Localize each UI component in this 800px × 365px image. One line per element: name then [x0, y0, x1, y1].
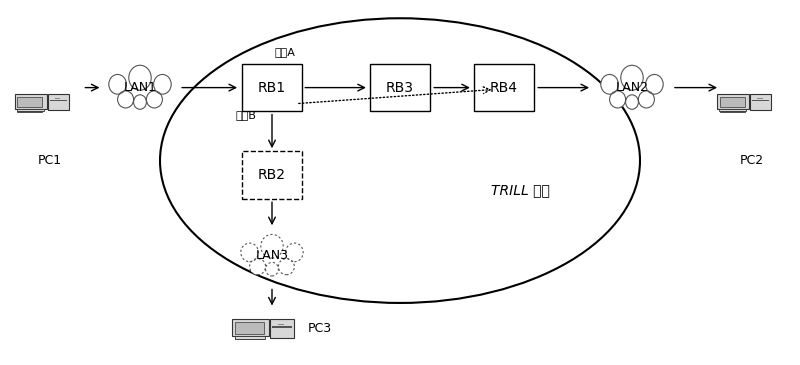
Bar [719, 97, 745, 107]
Text: RB1: RB1 [258, 81, 286, 95]
Bar [719, 109, 746, 111]
Bar [15, 94, 46, 109]
Bar [17, 111, 42, 112]
Bar [242, 64, 302, 111]
Bar [48, 94, 69, 110]
Ellipse shape [118, 91, 134, 108]
Text: RB3: RB3 [386, 81, 414, 95]
Text: RB4: RB4 [490, 81, 518, 95]
Ellipse shape [266, 262, 278, 276]
Ellipse shape [261, 234, 283, 258]
Bar [242, 151, 302, 199]
Bar [474, 64, 534, 111]
Text: 端口B: 端口B [236, 110, 257, 120]
Bar [278, 324, 284, 325]
Text: 端口A: 端口A [274, 47, 295, 57]
Ellipse shape [250, 258, 266, 275]
Ellipse shape [621, 65, 643, 90]
Bar [750, 94, 771, 110]
Ellipse shape [278, 258, 294, 275]
Text: LAN1: LAN1 [123, 81, 157, 94]
Text: RB2: RB2 [258, 168, 286, 182]
Ellipse shape [601, 74, 618, 94]
Bar [50, 100, 66, 101]
Ellipse shape [638, 91, 654, 108]
Ellipse shape [146, 91, 162, 108]
Text: TRILL 网络: TRILL 网络 [490, 183, 550, 197]
Bar [242, 336, 257, 338]
Ellipse shape [129, 65, 151, 90]
Bar [17, 109, 44, 111]
Bar [242, 64, 302, 111]
Text: PC1: PC1 [38, 154, 62, 167]
Bar [370, 64, 430, 111]
Ellipse shape [109, 74, 126, 94]
Bar [55, 98, 60, 99]
Bar [23, 109, 36, 111]
Ellipse shape [610, 91, 626, 108]
Bar [242, 151, 302, 199]
Bar [235, 322, 264, 334]
Bar [752, 100, 769, 101]
Bar [718, 94, 749, 109]
Text: PC2: PC2 [740, 154, 764, 167]
Bar [234, 336, 266, 339]
Bar [719, 111, 745, 112]
Bar [270, 319, 294, 338]
Bar [474, 64, 534, 111]
Text: LAN3: LAN3 [255, 249, 289, 262]
Ellipse shape [134, 95, 146, 109]
Ellipse shape [241, 243, 258, 262]
Bar [726, 109, 738, 111]
Bar [272, 326, 291, 328]
Ellipse shape [154, 74, 171, 94]
Ellipse shape [646, 74, 663, 94]
Ellipse shape [626, 95, 638, 109]
Bar [370, 64, 430, 111]
Bar [17, 97, 42, 107]
Bar [235, 338, 264, 339]
Bar [758, 98, 762, 99]
Bar [233, 319, 269, 336]
Ellipse shape [286, 243, 303, 262]
Text: PC3: PC3 [308, 322, 332, 335]
Text: LAN2: LAN2 [615, 81, 649, 94]
